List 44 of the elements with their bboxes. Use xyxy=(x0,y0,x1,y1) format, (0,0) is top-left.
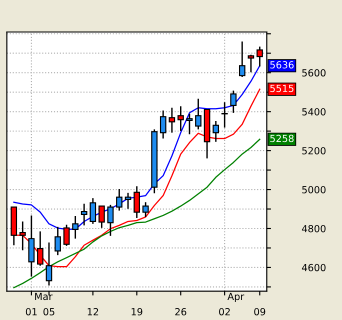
y-tick-label: 4600 xyxy=(302,264,326,272)
candlestick xyxy=(230,90,237,114)
candlestick xyxy=(186,113,193,135)
candlestick xyxy=(28,214,35,278)
candlestick xyxy=(116,188,122,212)
candlestick xyxy=(124,192,132,210)
candlestick xyxy=(221,102,228,128)
candlestick xyxy=(178,106,184,132)
candlestick xyxy=(98,205,105,229)
data-label: 5515 xyxy=(270,84,294,92)
text: Mar xyxy=(35,292,53,300)
candlestick xyxy=(80,203,88,226)
y-tick-label: 5400 xyxy=(302,108,326,116)
line-series xyxy=(13,138,260,288)
text: Apr xyxy=(227,292,244,302)
x-tick-label: 01 xyxy=(26,308,37,316)
x-tick-label: 26 xyxy=(175,308,186,316)
data-label: 5258 xyxy=(270,134,294,142)
y-tick-label: 5200 xyxy=(302,147,326,154)
y-tick-label: 4800 xyxy=(302,224,326,232)
candlestick xyxy=(160,110,166,140)
candlestick xyxy=(238,40,246,78)
x-tick-label: 12 xyxy=(88,308,98,316)
candlestick xyxy=(212,120,220,143)
candlestick xyxy=(46,242,52,286)
candlestick xyxy=(195,98,202,130)
y-tick-label: 5600 xyxy=(302,69,326,77)
candlestick xyxy=(256,46,263,68)
candlestick xyxy=(107,204,114,237)
candlestick xyxy=(142,202,149,218)
candlestick xyxy=(54,226,61,256)
candlestick xyxy=(90,197,96,225)
x-tick-label: 09 xyxy=(254,308,266,316)
y-tick-label: 5000 xyxy=(302,186,326,194)
x-tick-label: 05 xyxy=(43,308,54,316)
data-label: 5636 xyxy=(270,61,294,69)
x-tick-label: 02 xyxy=(219,308,230,316)
candlestick xyxy=(63,224,70,247)
candlestick xyxy=(19,220,26,251)
candlestick xyxy=(134,186,140,219)
x-tick-label: 19 xyxy=(132,308,142,316)
candlestick xyxy=(248,54,254,74)
candlestick xyxy=(168,107,176,134)
candlestick xyxy=(72,215,79,240)
